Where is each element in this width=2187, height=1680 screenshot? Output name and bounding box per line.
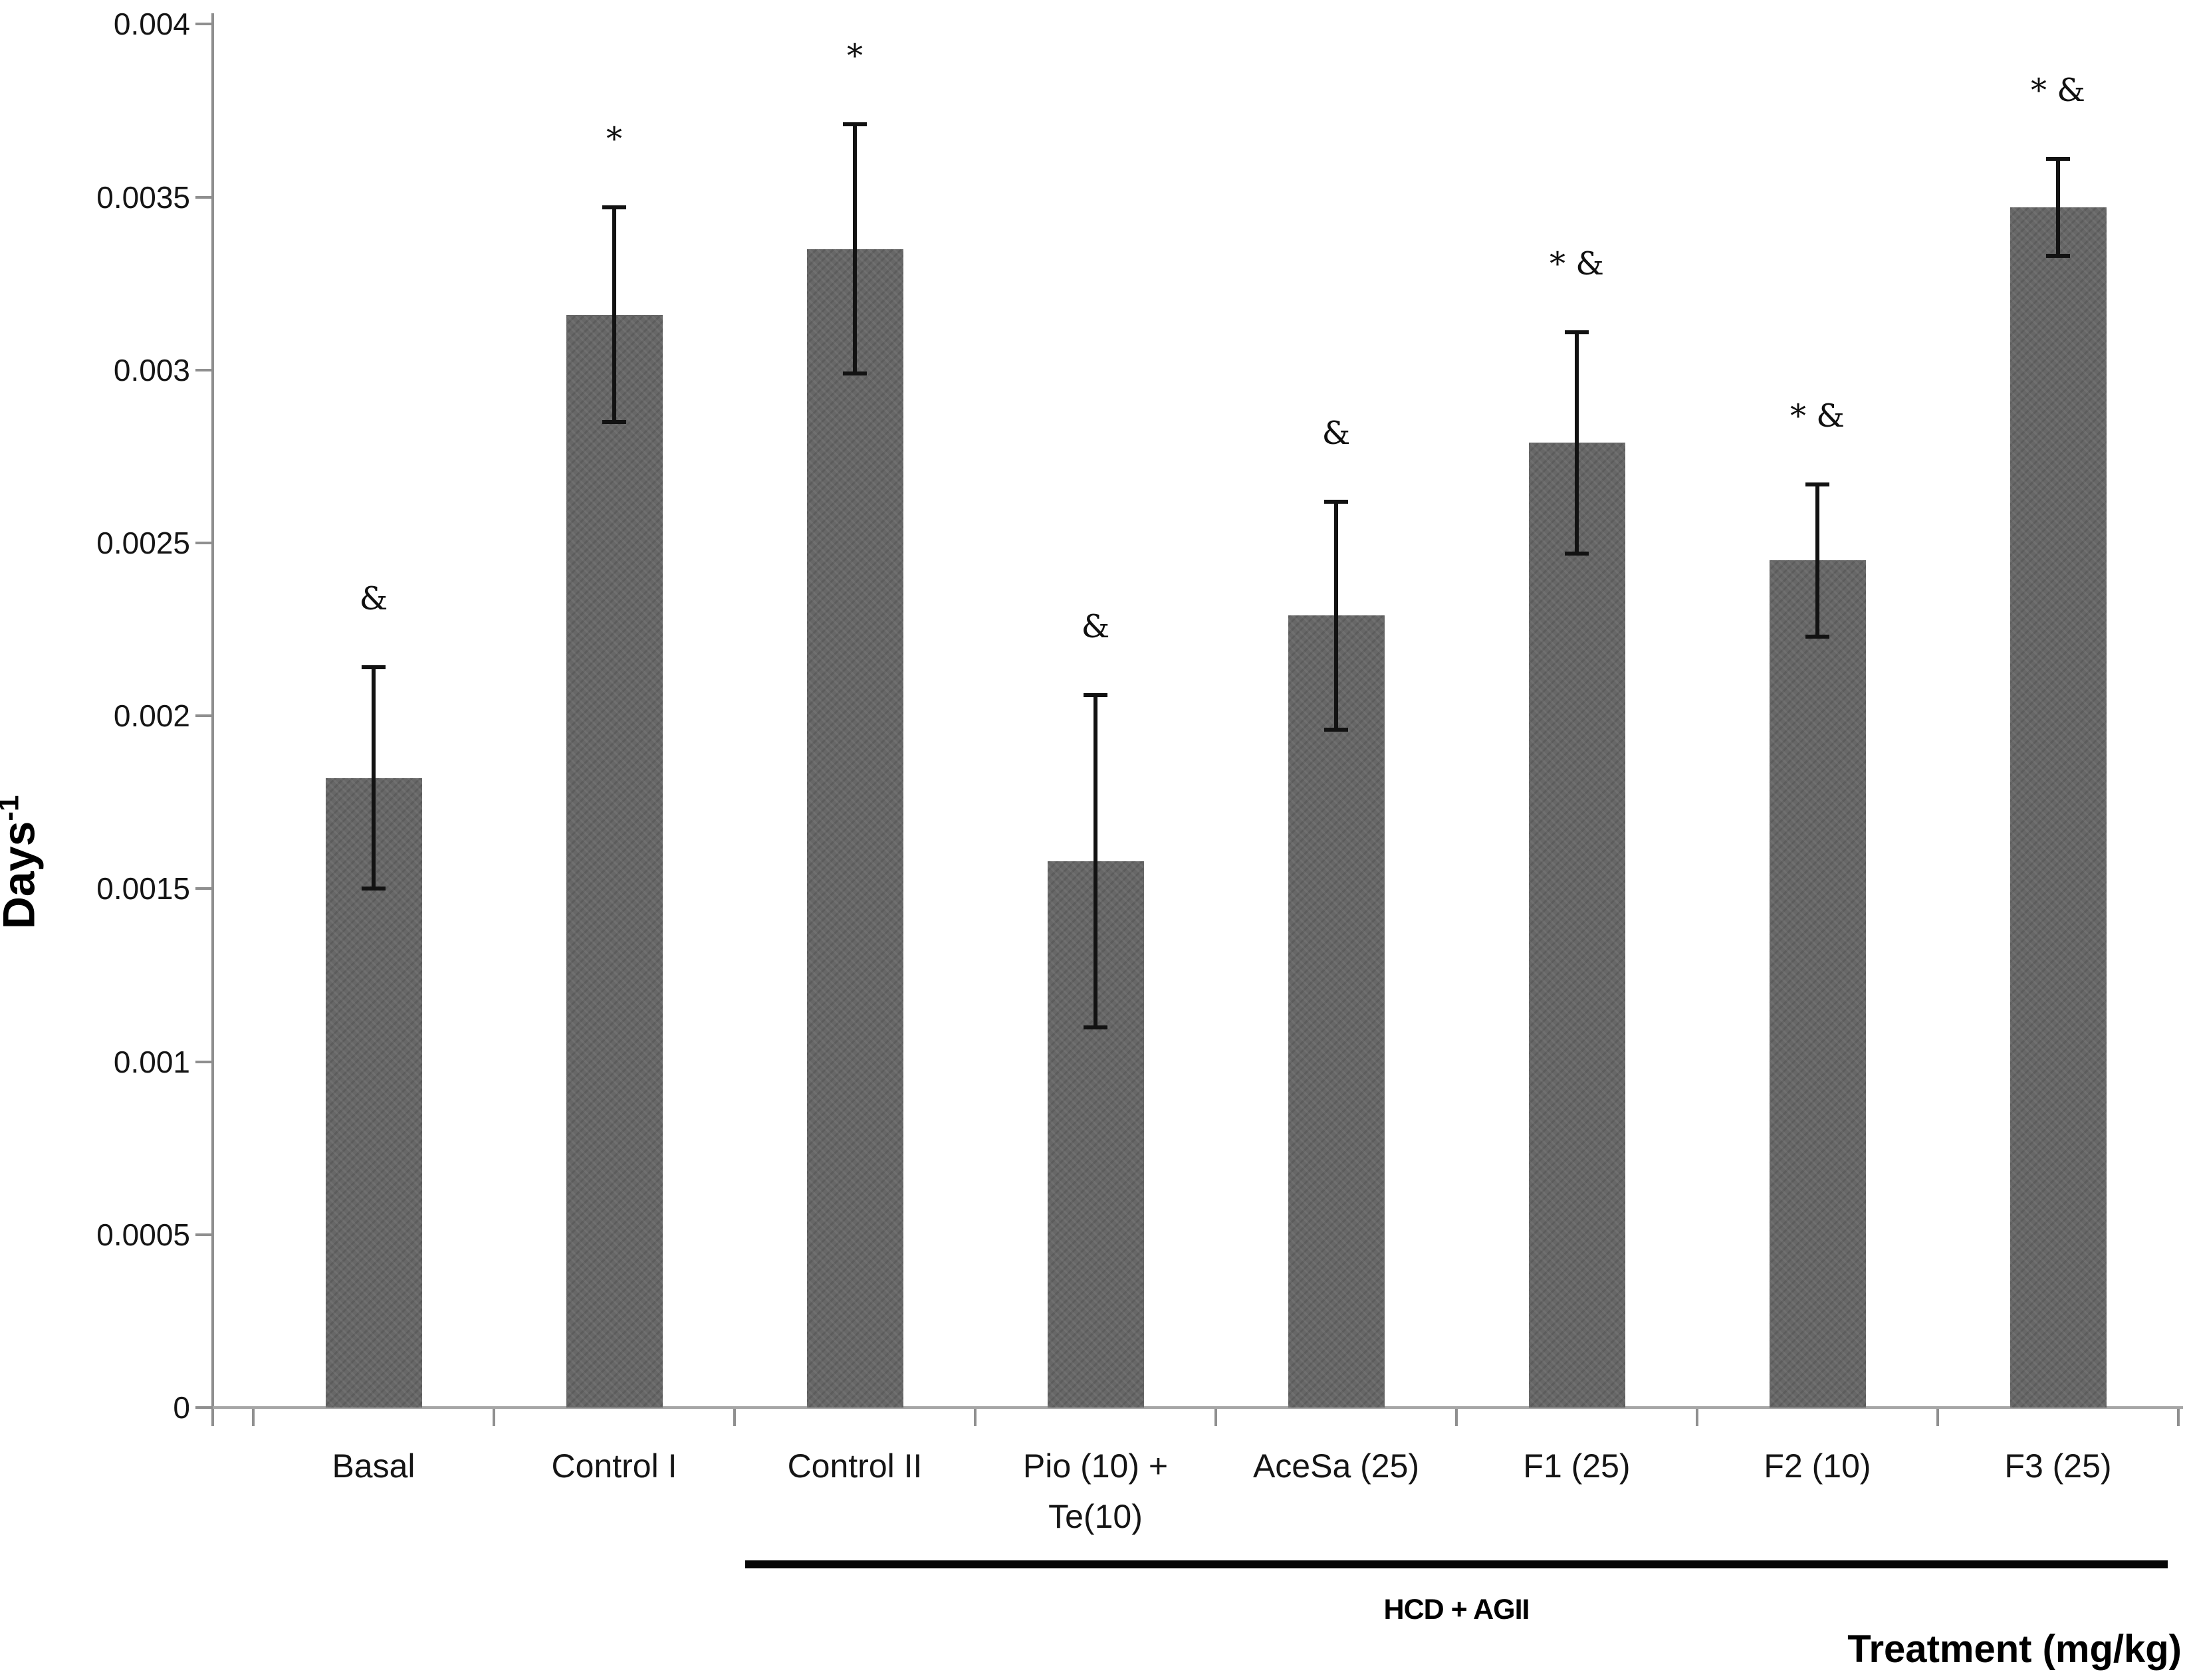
error-bar-cap-bottom — [1565, 551, 1589, 556]
y-tick-mark — [195, 714, 213, 718]
y-tick-mark — [195, 542, 213, 544]
error-bar-line — [1815, 484, 1819, 637]
category-label: Control I — [551, 1447, 677, 1485]
y-tick-label: 0.003 — [113, 352, 190, 387]
error-bar-line — [2056, 159, 2060, 257]
bar — [1528, 443, 1625, 1408]
error-bar-cap-top — [362, 665, 386, 670]
x-tick-mark — [252, 1409, 255, 1426]
error-bar-cap-bottom — [2046, 254, 2070, 259]
significance-annotation: * & — [1550, 245, 1604, 282]
error-bar-cap-top — [1324, 499, 1348, 504]
x-axis-title: Treatment (mg/kg) — [1847, 1628, 2182, 1671]
group-bracket-line — [745, 1560, 2168, 1568]
group-bracket-label: HCD + AGII — [1383, 1594, 1530, 1626]
significance-annotation: * — [847, 37, 863, 75]
x-tick-mark — [733, 1409, 736, 1426]
significance-annotation: * & — [1790, 397, 1845, 435]
error-bar-cap-bottom — [843, 371, 867, 375]
significance-annotation: * & — [2031, 72, 2085, 110]
x-tick-mark — [1936, 1409, 1939, 1426]
error-bar-cap-bottom — [602, 419, 626, 424]
bar — [806, 249, 903, 1408]
error-bar-line — [1334, 501, 1338, 730]
error-bar-line — [853, 124, 857, 373]
error-bar-cap-bottom — [362, 887, 386, 891]
y-tick-label: 0.0005 — [96, 1217, 190, 1252]
bar — [1769, 560, 1866, 1408]
y-axis-title: Days-1 — [0, 676, 45, 1048]
y-tick-label: 0 — [173, 1390, 190, 1425]
y-tick-mark — [195, 23, 213, 26]
y-tick-mark — [195, 1233, 213, 1236]
y-tick-label: 0.001 — [113, 1044, 190, 1079]
x-tick-mark — [1696, 1409, 1698, 1426]
category-label: AceSa (25) — [1252, 1447, 1420, 1485]
category-label: F2 (10) — [1764, 1447, 1871, 1485]
error-bar-cap-bottom — [1805, 634, 1829, 639]
x-tick-mark — [1214, 1409, 1217, 1426]
bar — [566, 314, 663, 1408]
error-bar-cap-bottom — [1084, 1025, 1107, 1029]
significance-annotation: & — [1081, 607, 1110, 645]
bar — [2010, 207, 2107, 1408]
y-tick-label: 0.004 — [113, 7, 190, 42]
error-bar-cap-top — [843, 122, 867, 127]
significance-annotation: & — [359, 580, 388, 618]
category-label: Basal — [332, 1447, 415, 1485]
y-axis-line — [211, 13, 214, 1426]
error-bar-cap-top — [602, 205, 626, 210]
category-label: F1 (25) — [1523, 1447, 1631, 1485]
x-tick-mark — [493, 1409, 495, 1426]
category-label: F3 (25) — [2004, 1447, 2112, 1485]
y-tick-label: 0.0015 — [96, 871, 190, 906]
category-label: Pio (10) + Te(10) — [1022, 1447, 1169, 1535]
y-tick-mark — [195, 1406, 213, 1409]
x-axis-baseline — [211, 1406, 2183, 1409]
significance-annotation: & — [1322, 414, 1351, 452]
error-bar-cap-top — [1084, 692, 1107, 697]
y-axis-title-superscript: -1 — [0, 795, 25, 821]
y-tick-mark — [195, 368, 213, 371]
error-bar-cap-top — [1565, 330, 1589, 334]
category-label: Control II — [787, 1447, 923, 1485]
y-tick-mark — [195, 195, 213, 199]
error-bar-cap-bottom — [1324, 728, 1348, 732]
significance-annotation: * — [606, 120, 622, 158]
y-tick-label: 0.002 — [113, 698, 190, 734]
error-bar-line — [612, 207, 616, 422]
x-tick-mark — [2177, 1409, 2180, 1426]
x-tick-mark — [974, 1409, 977, 1426]
error-bar-line — [1575, 332, 1579, 554]
bar — [1288, 615, 1385, 1408]
x-tick-mark — [1455, 1409, 1458, 1426]
error-bar-cap-top — [1805, 482, 1829, 486]
y-tick-label: 0.0035 — [96, 179, 190, 215]
error-bar-line — [372, 667, 376, 889]
y-tick-label: 0.0025 — [96, 526, 190, 560]
error-bar-cap-top — [2046, 157, 2070, 161]
y-tick-mark — [195, 1060, 213, 1063]
error-bar-line — [1094, 694, 1097, 1027]
y-tick-mark — [195, 887, 213, 891]
